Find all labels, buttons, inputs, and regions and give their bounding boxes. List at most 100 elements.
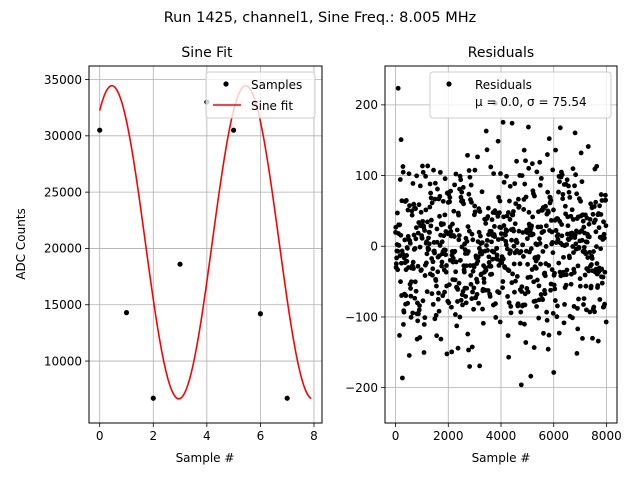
residual-point	[466, 191, 472, 197]
residual-point	[591, 304, 597, 310]
residual-point	[420, 218, 426, 224]
residual-point	[556, 260, 562, 266]
residual-point	[544, 317, 550, 323]
sine-fit-x-tick-label: 2	[149, 429, 157, 443]
residual-point	[538, 261, 543, 267]
residual-point	[544, 309, 550, 315]
residual-point	[529, 161, 535, 167]
residual-point	[393, 261, 399, 267]
residual-point	[434, 226, 440, 232]
residual-point	[532, 193, 537, 199]
residual-point	[407, 203, 412, 209]
residual-point	[430, 301, 436, 307]
residual-point	[570, 244, 576, 249]
residual-point	[520, 230, 526, 235]
residual-point	[422, 273, 428, 278]
residual-point	[496, 194, 502, 200]
residual-point	[434, 239, 440, 245]
residual-point	[398, 232, 404, 238]
residual-point	[574, 191, 580, 197]
sine-fit-y-tick-label: 20000	[44, 242, 82, 256]
residual-point	[434, 333, 440, 339]
residual-point	[572, 183, 577, 189]
residual-point	[418, 209, 424, 215]
sine-fit-y-axis-label: ADC Counts	[14, 208, 28, 280]
residual-point	[581, 224, 587, 230]
residual-point	[538, 224, 544, 230]
residual-point	[575, 263, 581, 269]
residual-point	[561, 320, 567, 326]
residual-point	[431, 167, 436, 173]
residual-point	[554, 314, 560, 320]
residual-point	[509, 237, 514, 243]
residual-point	[522, 321, 527, 327]
residuals-x-tick-label: 6000	[538, 429, 569, 443]
residual-point	[533, 265, 539, 271]
residual-point	[553, 228, 559, 233]
residual-point	[507, 217, 513, 222]
residual-point	[602, 301, 608, 307]
residual-point	[583, 251, 589, 257]
residual-point	[559, 233, 565, 239]
residual-point	[446, 300, 452, 306]
residual-point	[574, 351, 580, 356]
residual-point	[465, 249, 471, 254]
residuals-plot-area	[393, 85, 609, 388]
residual-point	[557, 125, 563, 131]
residual-point	[398, 279, 403, 285]
residual-point	[444, 351, 450, 357]
residual-point	[543, 244, 549, 249]
residual-point	[463, 294, 469, 299]
residual-point	[455, 299, 460, 304]
residual-point	[485, 205, 491, 211]
residual-point	[490, 256, 495, 262]
residual-point	[571, 270, 577, 275]
residual-point	[465, 331, 471, 337]
residual-point	[430, 266, 436, 272]
residual-point	[499, 236, 505, 242]
residual-point	[512, 289, 517, 295]
residual-point	[591, 249, 596, 254]
residual-point	[497, 319, 503, 325]
residual-point	[537, 182, 543, 188]
residual-point	[477, 363, 483, 369]
residual-point	[572, 130, 578, 136]
residual-point	[454, 323, 460, 329]
residual-point	[578, 150, 584, 156]
residual-point	[459, 189, 465, 195]
residuals-x-axis-label: Sample #	[472, 451, 531, 465]
residual-point	[603, 223, 609, 229]
residual-point	[541, 330, 546, 336]
residual-point	[577, 283, 583, 289]
residual-point	[395, 267, 401, 273]
residual-point	[492, 234, 498, 239]
residual-point	[521, 147, 527, 153]
residual-point	[537, 236, 542, 242]
residual-point	[425, 163, 431, 169]
residual-point	[468, 182, 474, 188]
sample-point	[257, 311, 264, 317]
residual-point	[512, 181, 518, 187]
residual-point	[432, 180, 438, 186]
residual-point	[519, 173, 525, 179]
residual-point	[456, 237, 462, 243]
residual-point	[543, 203, 548, 209]
residual-point	[518, 320, 523, 326]
residual-point	[524, 236, 530, 242]
residual-point	[395, 248, 401, 254]
residual-point	[407, 240, 413, 246]
residuals-title: Residuals	[468, 45, 534, 61]
residual-point	[592, 309, 597, 315]
residual-point	[426, 246, 432, 252]
residual-point	[495, 138, 501, 144]
residual-point	[570, 315, 575, 321]
residual-point	[498, 171, 503, 176]
residual-point	[396, 242, 402, 248]
sine-fit-title: Sine Fit	[181, 45, 233, 61]
residual-point	[589, 262, 594, 267]
residuals-y-tick-label: −100	[345, 310, 378, 324]
residual-point	[505, 333, 511, 338]
residual-point	[595, 283, 601, 288]
sine-fit-y-tick-label: 15000	[44, 298, 82, 312]
residual-point	[596, 225, 602, 231]
